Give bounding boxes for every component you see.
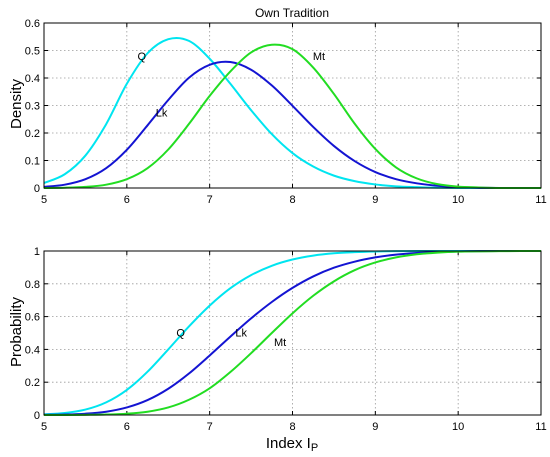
- probability-x-tick-label: 6: [124, 421, 130, 433]
- probability-series-mt-line: [43, 249, 542, 417]
- probability-y-tick-label: 0.6: [25, 312, 40, 324]
- density-y-tick-label: 0.2: [25, 128, 40, 140]
- x-axis-label: Index IP: [266, 435, 318, 454]
- probability-x-tick-label: 8: [289, 421, 295, 433]
- chart-title: Own Tradition: [255, 6, 329, 20]
- density-x-tick-label: 10: [452, 194, 464, 206]
- density-y-tick-label: 0.3: [25, 101, 40, 113]
- density-series-mt-label: Mt: [313, 51, 325, 63]
- probability-x-tick-label: 7: [207, 421, 213, 433]
- density-x-tick-label: 8: [289, 194, 295, 206]
- probability-y-axis-label: Probability: [8, 296, 25, 367]
- density-panel: 5 6 7 8 9 10 11 0 0.1 0.2 0.3 0.4 0.5 0.6 Q Lk Mt: [25, 18, 547, 206]
- probability-x-tick-label: 9: [372, 421, 378, 433]
- probability-panel: 5 6 7 8 9 10 11 0 0.2 0.4 0.6 0.8 1 Q Lk Mt: [25, 246, 547, 433]
- x-axis-label-subscript: P: [311, 442, 318, 454]
- density-y-tick-label: 0.5: [25, 46, 40, 58]
- density-y-tick-label: 0.1: [25, 156, 40, 168]
- density-x-tick-label: 9: [372, 194, 378, 206]
- density-x-tick-label: 11: [535, 194, 546, 206]
- density-x-tick-label: 6: [124, 194, 130, 206]
- probability-y-tick-label: 0.4: [25, 344, 40, 356]
- density-series-lk-label: Lk: [156, 108, 168, 120]
- probability-y-tick-label: 0.8: [25, 279, 40, 291]
- probability-x-tick-label: 10: [452, 421, 464, 433]
- density-axes-frame: [43, 22, 542, 189]
- probability-series-q-label: Q: [176, 327, 185, 339]
- density-y-axis-label: Density: [8, 78, 25, 129]
- probability-x-tick-label: 5: [41, 421, 47, 433]
- probability-axes-frame: [43, 250, 542, 416]
- probability-series-lk-label: Lk: [235, 327, 247, 339]
- density-y-tick-label: 0.6: [25, 18, 40, 30]
- x-axis-label-main: Index I: [266, 435, 311, 452]
- probability-y-tick-label: 1: [34, 246, 40, 258]
- probability-y-tick-label: 0: [34, 410, 40, 422]
- density-x-tick-label: 5: [41, 194, 47, 206]
- density-x-tick-label: 7: [207, 194, 213, 206]
- density-y-tick-label: 0: [34, 183, 40, 195]
- probability-series-mt-label: Mt: [274, 337, 286, 349]
- density-series-mt-line: [43, 43, 541, 190]
- density-series-q-label: Q: [137, 51, 146, 63]
- probability-y-tick-label: 0.2: [25, 377, 40, 389]
- probability-x-tick-label: 11: [535, 421, 546, 433]
- density-y-tick-label: 0.4: [25, 73, 40, 85]
